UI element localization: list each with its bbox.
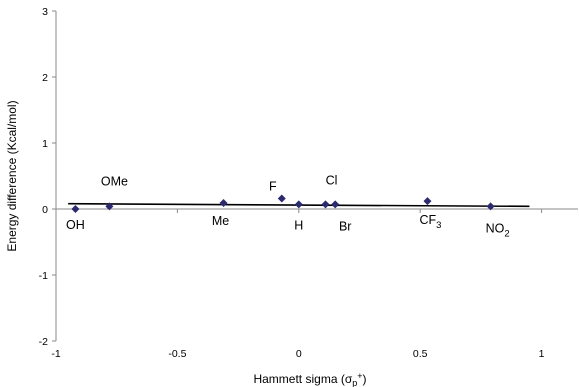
- point-label: Me: [212, 214, 229, 228]
- y-tick-label: 2: [42, 72, 48, 84]
- x-axis-label: Hammett sigma (σp+): [253, 371, 366, 387]
- point-labels: OH OMe Me F H Cl Br CF3 NO2: [66, 173, 510, 239]
- x-tick-label: 0: [296, 348, 302, 360]
- point-label: Br: [339, 219, 352, 233]
- data-points: [71, 194, 495, 213]
- y-tick-label: -1: [39, 270, 48, 282]
- data-point: [321, 200, 330, 209]
- y-tick-label: -2: [39, 336, 48, 348]
- data-point: [331, 200, 340, 209]
- point-label: CF3: [419, 213, 441, 231]
- y-tick-label: 3: [42, 6, 48, 18]
- x-tick-label: 0.5: [413, 348, 428, 360]
- point-label: OH: [66, 218, 85, 232]
- data-point: [277, 194, 286, 203]
- point-label: OMe: [101, 174, 128, 188]
- axes: [52, 10, 578, 342]
- point-label: F: [269, 179, 277, 193]
- y-tick-label: 0: [42, 204, 48, 216]
- point-label: Cl: [326, 173, 338, 187]
- x-tick-label: -1: [51, 348, 60, 360]
- data-point: [294, 200, 303, 209]
- data-point: [105, 202, 114, 211]
- point-label: NO2: [486, 221, 510, 239]
- data-point: [71, 205, 80, 213]
- x-tick-label: 1: [539, 348, 545, 360]
- y-tick-label: 1: [42, 138, 48, 150]
- point-label: H: [294, 218, 303, 232]
- x-tick-label: -0.5: [168, 348, 186, 360]
- data-point: [423, 197, 432, 206]
- data-point: [486, 202, 495, 211]
- data-point: [219, 199, 228, 208]
- y-axis-label: Energy difference (Kcal/mol): [5, 100, 19, 251]
